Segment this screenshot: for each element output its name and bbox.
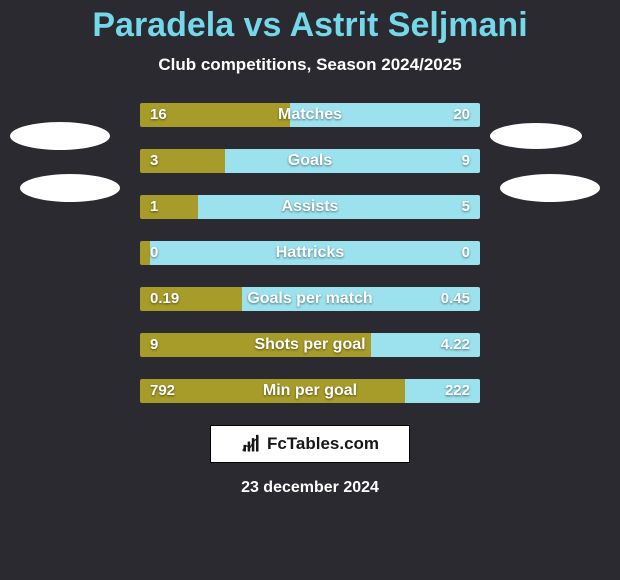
date-text: 23 december 2024	[0, 479, 620, 497]
stat-label: Goals	[140, 149, 480, 173]
decorative-ellipse	[20, 174, 120, 202]
stat-row: 15Assists	[140, 195, 480, 219]
stat-label: Goals per match	[140, 287, 480, 311]
stat-row: 94.22Shots per goal	[140, 333, 480, 357]
decorative-ellipse	[10, 122, 110, 150]
branding-box: FcTables.com	[210, 425, 410, 463]
stat-label: Assists	[140, 195, 480, 219]
stat-label: Hattricks	[140, 241, 480, 265]
stat-row: 0.190.45Goals per match	[140, 287, 480, 311]
branding-text: FcTables.com	[267, 434, 379, 454]
bar-chart-icon	[241, 434, 261, 454]
stat-label: Min per goal	[140, 379, 480, 403]
subtitle: Club competitions, Season 2024/2025	[0, 55, 620, 75]
decorative-ellipse	[500, 174, 600, 202]
stat-label: Matches	[140, 103, 480, 127]
comparison-bars: 1620Matches 39Goals 15Assists 00Hattricks 0.…	[140, 103, 480, 403]
page-title: Paradela vs Astrit Seljmani	[0, 0, 620, 45]
decorative-ellipse	[490, 123, 582, 149]
stat-row: 00Hattricks	[140, 241, 480, 265]
stat-label: Shots per goal	[140, 333, 480, 357]
stat-row: 39Goals	[140, 149, 480, 173]
stat-row: 792222Min per goal	[140, 379, 480, 403]
stat-row: 1620Matches	[140, 103, 480, 127]
